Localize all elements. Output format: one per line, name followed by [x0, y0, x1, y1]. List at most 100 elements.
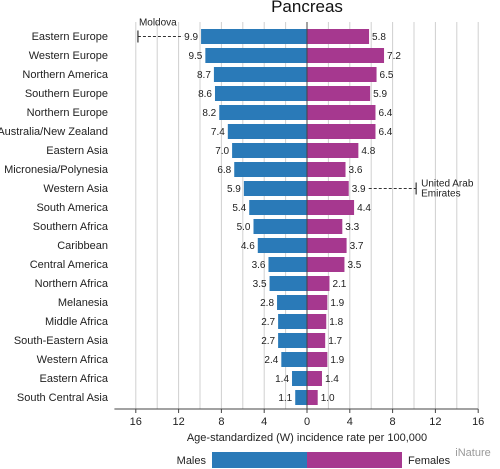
value-label-females: 1.8 [329, 317, 343, 328]
bar-males [268, 257, 307, 272]
category-label: Northern Europe [27, 107, 108, 119]
value-label-females: 6.4 [378, 127, 392, 138]
annotation-label: United Arab [421, 179, 474, 190]
bar-males [249, 200, 307, 215]
value-label-males: 2.8 [260, 298, 274, 309]
category-label: South Central Asia [17, 392, 109, 404]
x-tick-label: 8 [390, 416, 396, 428]
category-label: Caribbean [57, 240, 108, 252]
value-label-females: 3.9 [352, 184, 366, 195]
value-label-females: 3.5 [347, 260, 361, 271]
value-label-females: 6.4 [378, 108, 392, 119]
x-tick-label: 16 [472, 416, 484, 428]
category-label: Australia/New Zealand [0, 126, 108, 138]
category-label: Western Asia [43, 183, 108, 195]
bar-males [243, 181, 307, 196]
value-label-males: 9.5 [188, 51, 202, 62]
legend-label-females: Females [408, 455, 451, 467]
value-label-males: 8.2 [202, 108, 216, 119]
value-label-males: 9.9 [184, 32, 198, 43]
bar-males [213, 67, 307, 82]
bar-females [307, 276, 330, 291]
bar-males [281, 352, 307, 367]
bar-males [219, 105, 307, 120]
category-label: Western Europe [29, 50, 108, 62]
bar-males [232, 143, 307, 158]
value-label-males: 5.4 [232, 203, 246, 214]
x-tick-label: 12 [172, 416, 184, 428]
category-label: Eastern Asia [46, 145, 109, 157]
value-label-females: 1.9 [330, 355, 344, 366]
value-label-males: 7.4 [211, 127, 225, 138]
value-label-males: 5.0 [237, 222, 251, 233]
bar-males [277, 295, 307, 310]
bar-females [307, 200, 355, 215]
value-label-females: 6.5 [380, 70, 394, 81]
chart-title: Pancreas [271, 0, 343, 16]
value-label-females: 5.9 [373, 89, 387, 100]
bar-females [307, 48, 385, 63]
watermark: iNature [455, 447, 490, 459]
value-label-females: 3.6 [349, 165, 363, 176]
value-label-males: 2.7 [261, 336, 275, 347]
annotation-label: Emirates [421, 189, 460, 200]
legend-swatch-males [212, 452, 307, 468]
bar-males [292, 371, 307, 386]
x-axis-label: Age-standardized (W) incidence rate per … [187, 432, 427, 444]
bar-males [205, 48, 307, 63]
category-label: Micronesia/Polynesia [4, 164, 109, 176]
bar-females [307, 371, 322, 386]
value-label-females: 3.7 [350, 241, 364, 252]
bar-females [307, 333, 326, 348]
bar-females [307, 257, 345, 272]
value-label-males: 3.5 [253, 279, 267, 290]
category-label: South-Eastern Asia [14, 335, 109, 347]
bar-males [295, 390, 307, 405]
bar-males [234, 162, 307, 177]
bar-males [201, 29, 307, 44]
bar-females [307, 390, 318, 405]
value-label-males: 2.7 [261, 317, 275, 328]
value-label-males: 7.0 [215, 146, 229, 157]
value-label-males: 8.6 [198, 89, 212, 100]
x-tick-label: 4 [261, 416, 267, 428]
category-label: Southern Europe [25, 88, 108, 100]
bar-females [307, 352, 328, 367]
value-label-males: 1.1 [278, 393, 292, 404]
bar-females [307, 219, 343, 234]
bar-females [307, 295, 328, 310]
category-label: Melanesia [58, 297, 109, 309]
bar-females [307, 86, 371, 101]
category-label: Eastern Africa [40, 373, 109, 385]
value-label-males: 1.4 [275, 374, 289, 385]
bar-females [307, 162, 346, 177]
bar-males [257, 238, 307, 253]
value-label-females: 4.4 [357, 203, 371, 214]
bar-females [307, 67, 377, 82]
value-label-males: 8.7 [197, 70, 211, 81]
x-tick-label: 8 [218, 416, 224, 428]
value-label-females: 7.2 [387, 51, 401, 62]
legend-swatch-females [307, 452, 402, 468]
x-tick-label: 4 [347, 416, 353, 428]
category-label: Northern Africa [35, 278, 109, 290]
category-label: Western Africa [37, 354, 109, 366]
category-label: Eastern Europe [32, 31, 108, 43]
value-label-males: 6.8 [217, 165, 231, 176]
value-label-males: 5.9 [227, 184, 241, 195]
bar-males [227, 124, 307, 139]
legend: Males Females [177, 452, 451, 468]
bar-females [307, 238, 347, 253]
value-label-males: 3.6 [252, 260, 266, 271]
value-label-females: 1.4 [325, 374, 339, 385]
x-tick-label: 16 [130, 416, 142, 428]
category-label: Central America [30, 259, 109, 271]
category-label: Southern Africa [33, 221, 109, 233]
value-label-females: 3.3 [345, 222, 359, 233]
bar-males [253, 219, 307, 234]
bar-males [278, 333, 307, 348]
bar-females [307, 143, 359, 158]
bars: 9.9 5.8 Eastern Europe 9.5 7.2 Western Europe… [0, 29, 401, 405]
